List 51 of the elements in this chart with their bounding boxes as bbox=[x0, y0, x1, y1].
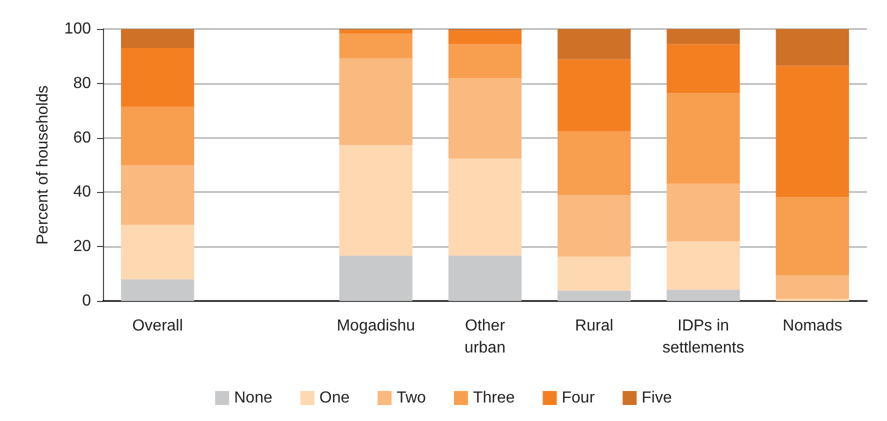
bar bbox=[558, 290, 631, 301]
bar bbox=[666, 290, 740, 301]
bar bbox=[339, 256, 412, 301]
bar bbox=[448, 158, 522, 256]
y-tick-label: 60 bbox=[73, 129, 92, 146]
legend-label: Two bbox=[396, 390, 426, 406]
y-tick-label: 40 bbox=[73, 184, 92, 201]
x-tick-label: Mogadishu bbox=[336, 318, 415, 334]
bar bbox=[339, 58, 412, 146]
bar bbox=[666, 44, 740, 94]
legend-label: Four bbox=[562, 390, 596, 406]
bar bbox=[448, 30, 522, 44]
bar bbox=[666, 241, 740, 290]
bar bbox=[339, 34, 412, 58]
x-tick-label: IDPs in settlements bbox=[662, 318, 744, 356]
bar bbox=[121, 279, 194, 301]
bar bbox=[666, 93, 740, 184]
bar bbox=[448, 78, 522, 158]
bar bbox=[121, 29, 194, 48]
legend-label: One bbox=[319, 390, 350, 406]
bar bbox=[558, 59, 631, 131]
bar bbox=[339, 30, 412, 34]
bar bbox=[776, 275, 849, 299]
bar bbox=[558, 29, 631, 60]
bar bbox=[121, 224, 194, 280]
bar bbox=[558, 195, 631, 257]
y-axis-title: Percent of households bbox=[34, 85, 52, 245]
y-tick-label: 0 bbox=[82, 292, 92, 310]
x-tick-label: Overall bbox=[132, 318, 183, 334]
y-tick-label: 20 bbox=[73, 238, 92, 256]
bar bbox=[448, 44, 522, 78]
bar bbox=[666, 29, 740, 44]
legend-label: Five bbox=[642, 390, 672, 406]
x-tick-label: Other urban bbox=[464, 318, 506, 356]
bar bbox=[121, 48, 194, 107]
bar bbox=[558, 256, 631, 291]
bar bbox=[776, 66, 849, 198]
y-tick-label: 80 bbox=[73, 74, 92, 92]
bar bbox=[121, 165, 194, 225]
bar bbox=[666, 184, 740, 242]
y-tick-label: 100 bbox=[64, 20, 92, 38]
bar bbox=[121, 106, 194, 165]
x-tick-label: Rural bbox=[575, 318, 614, 334]
bar bbox=[776, 197, 849, 276]
legend-label: Three bbox=[472, 390, 515, 406]
x-tick-label: Nomads bbox=[782, 318, 842, 334]
bar bbox=[558, 131, 631, 196]
bar bbox=[448, 256, 522, 301]
legend-label: None bbox=[234, 390, 272, 406]
bar bbox=[339, 145, 412, 256]
bar bbox=[776, 29, 849, 66]
